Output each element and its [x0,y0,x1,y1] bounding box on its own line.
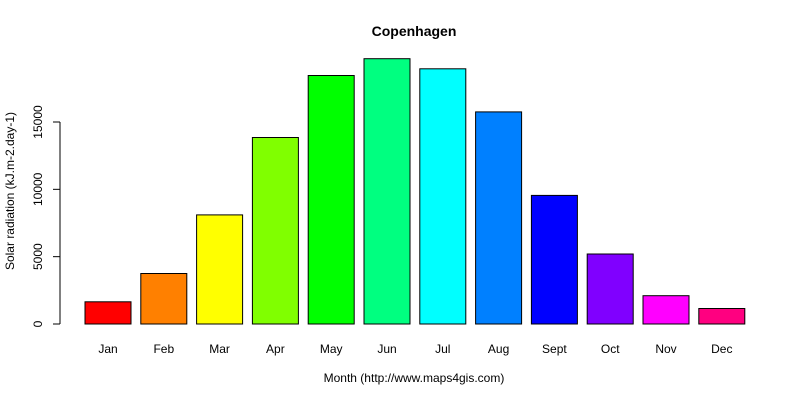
x-tick-label-aug: Aug [488,342,509,356]
bar-may [307,75,355,325]
bar-nov [642,295,690,325]
x-tick-labels: Jan Feb Mar Apr May Jun Jul Aug Sept Oct Nov Dec [98,342,732,356]
x-tick-label-feb: Feb [153,342,174,356]
y-tick-label: 5000 [31,243,45,270]
x-tick-label-dec: Dec [711,342,732,356]
bar-feb [140,273,188,325]
x-axis-label: Month (http://www.maps4gis.com) [324,371,505,385]
bar-apr [251,137,299,325]
bar-group [84,58,746,325]
bar-dec [698,308,746,325]
x-tick-label-apr: Apr [266,342,285,356]
x-tick-label-nov: Nov [655,342,676,356]
x-tick-label-jan: Jan [98,342,117,356]
x-tick-label-may: May [320,342,343,356]
bar-sept [530,194,578,325]
x-tick-label-jun: Jun [377,342,396,356]
y-axis-label: Solar radiation (kJ.m-2.day-1) [3,112,17,270]
bar-mar [196,214,244,325]
bar-jun [363,58,411,325]
y-axis: 0 5000 10000 15000 [31,105,61,327]
bar-oct [586,253,634,325]
x-tick-label-oct: Oct [601,342,620,356]
bar-jul [419,68,467,325]
bar-aug [475,111,523,325]
x-tick-label-jul: Jul [435,342,450,356]
y-tick-label: 15000 [31,105,45,139]
x-tick-label-sept: Sept [542,342,567,356]
y-tick-label: 0 [31,320,45,327]
chart-title: Copenhagen [372,23,457,39]
bar-jan [84,301,132,325]
y-tick-label: 10000 [31,172,45,206]
x-tick-label-mar: Mar [209,342,230,356]
